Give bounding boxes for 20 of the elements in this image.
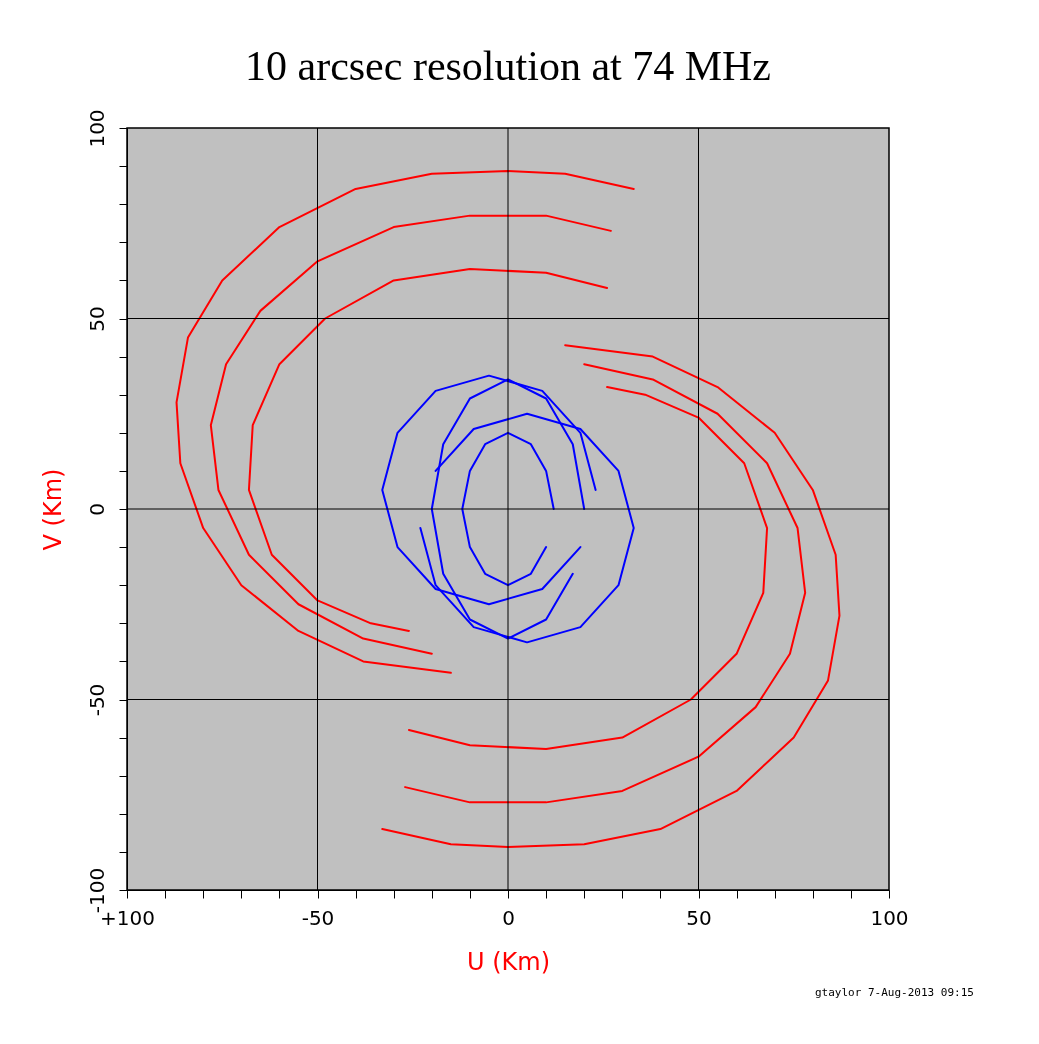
chart-title: 10 arcsec resolution at 74 MHz bbox=[244, 42, 772, 89]
line-series bbox=[247, 267, 609, 632]
line-series bbox=[209, 214, 612, 655]
line-series bbox=[404, 363, 807, 804]
y-tick-label: -50 bbox=[84, 683, 109, 717]
x-tick-label: -50 bbox=[301, 905, 335, 930]
line-series bbox=[407, 386, 769, 751]
line-series bbox=[461, 431, 555, 587]
text: gtaylor 7-Aug-2013 09:15 bbox=[815, 986, 974, 999]
x-tick-label: +100 bbox=[100, 905, 155, 930]
x-tick-label: 0 bbox=[502, 905, 515, 930]
x-tick-label: 100 bbox=[870, 905, 909, 930]
line-series bbox=[175, 170, 635, 674]
x-axis-title: U (Km) bbox=[466, 947, 551, 976]
y-tick-label: 100 bbox=[84, 109, 109, 148]
x-tick-label: 50 bbox=[686, 905, 712, 930]
y-axis-title: V (Km) bbox=[38, 468, 67, 551]
line-series bbox=[381, 344, 841, 848]
y-tick-label: 0 bbox=[84, 503, 109, 516]
y-tick-label: 50 bbox=[84, 306, 109, 332]
